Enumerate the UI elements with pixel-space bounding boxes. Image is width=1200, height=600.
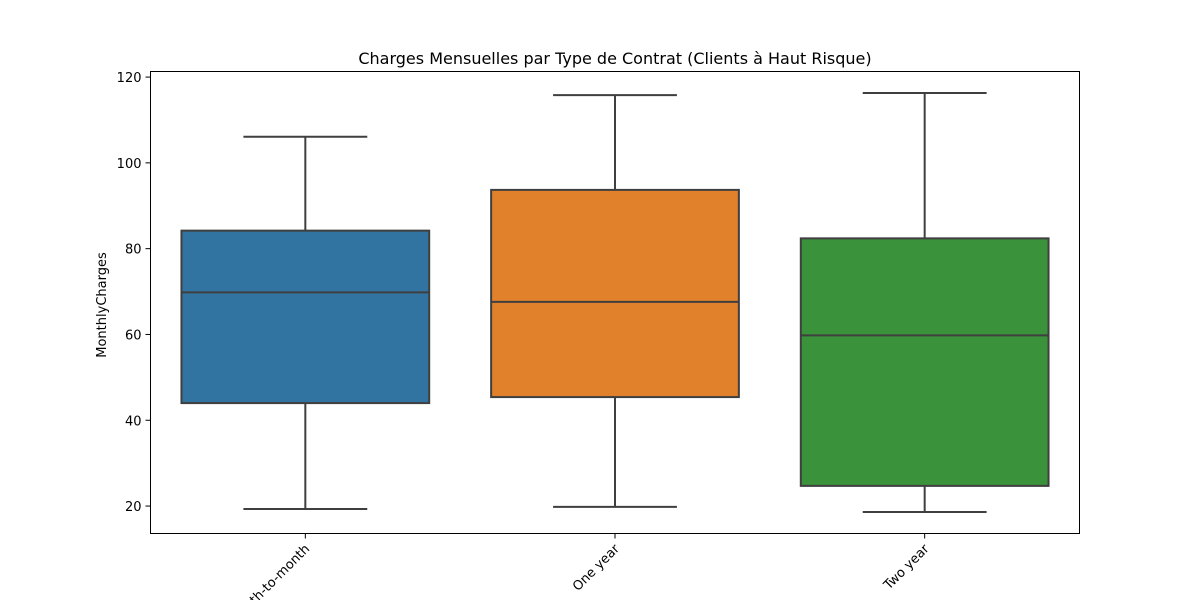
x-ticks-layer: Month-to-month One year Two year xyxy=(228,533,933,600)
y-tick-label: 60 xyxy=(125,328,142,343)
y-tick-label: 40 xyxy=(125,414,142,429)
y-tick-label: 80 xyxy=(125,243,142,258)
box-one-year xyxy=(490,188,740,399)
box-month-to-month xyxy=(180,229,431,405)
y-tick-label: 20 xyxy=(125,500,142,515)
boxes-layer xyxy=(180,91,1050,514)
x-tick-label: Month-to-month xyxy=(228,542,313,600)
chart-title: Charges Mensuelles par Type de Contrat (… xyxy=(358,49,871,68)
box-group-two-year xyxy=(799,91,1050,514)
plot-frame xyxy=(150,71,1080,534)
box-group-one-year xyxy=(490,94,740,508)
x-tick-label: Two year xyxy=(881,541,933,593)
y-tick-label: 100 xyxy=(117,157,142,172)
box-two-year xyxy=(799,237,1050,487)
y-tick-label: 120 xyxy=(117,71,142,86)
y-axis-label: MonthlyCharges xyxy=(95,252,110,358)
x-tick-label: One year xyxy=(570,541,623,594)
box-group-month-to-month xyxy=(180,135,431,511)
y-ticks-layer: 20 40 60 80 100 120 xyxy=(117,71,151,515)
